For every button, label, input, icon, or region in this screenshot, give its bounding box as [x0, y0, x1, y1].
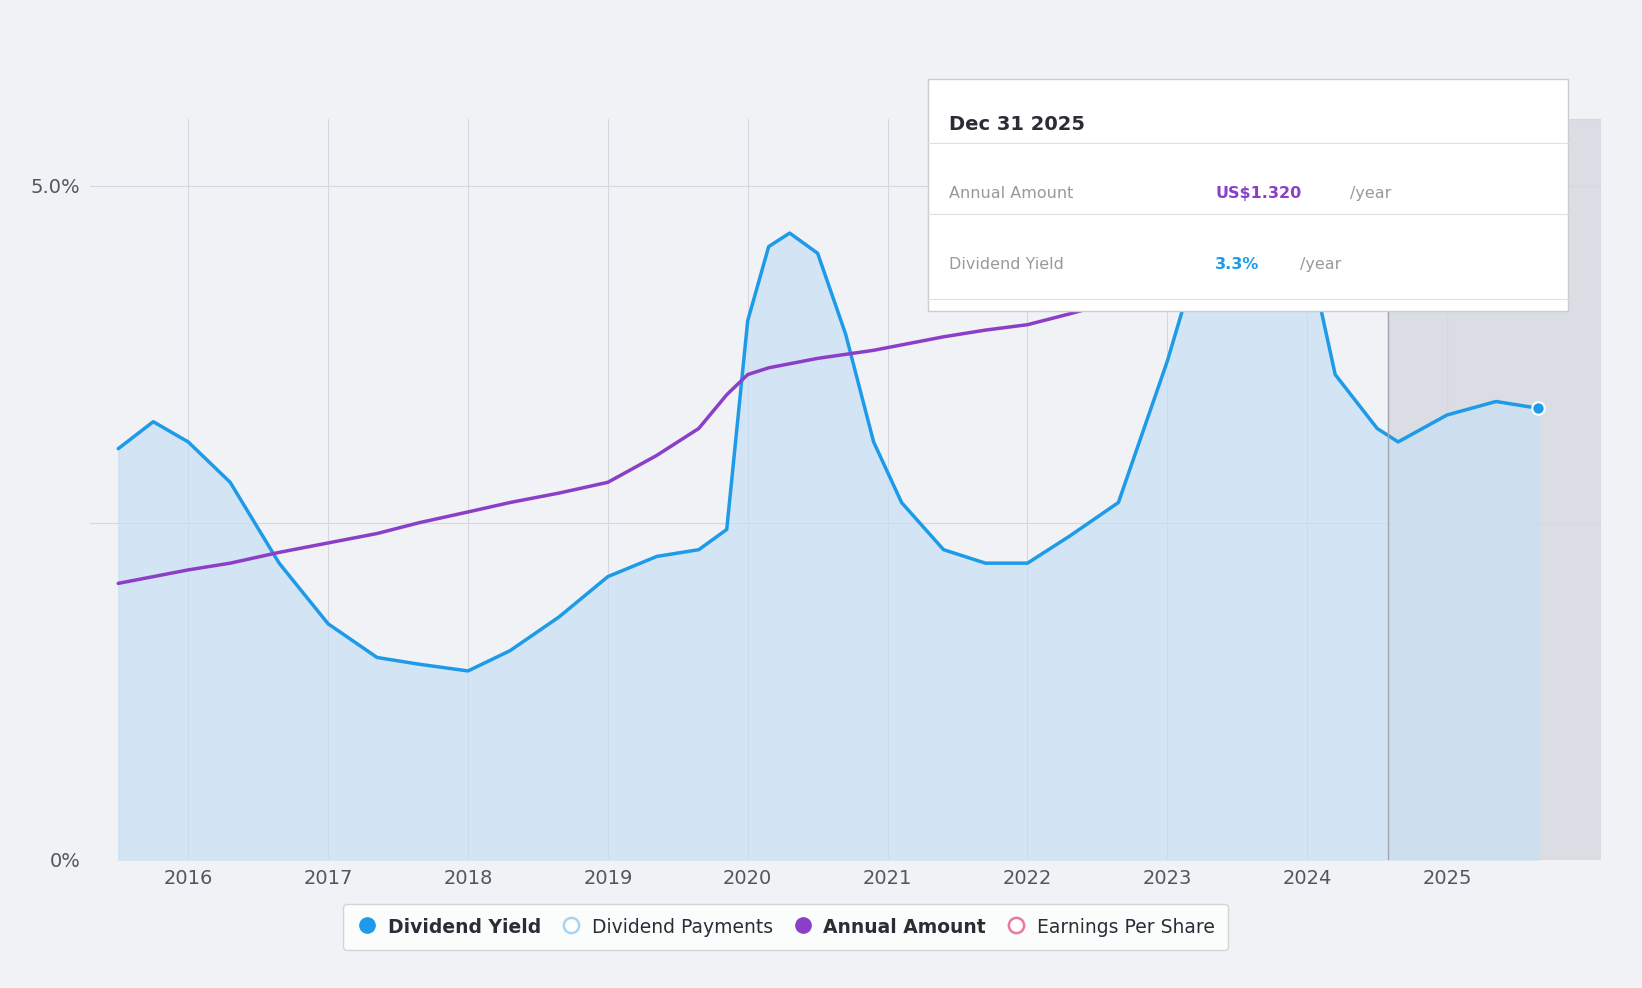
Text: Past: Past [1345, 188, 1379, 206]
Text: Analysts: Analysts [1399, 188, 1470, 206]
Text: Dec 31 2025: Dec 31 2025 [949, 115, 1085, 133]
Text: /year: /year [1350, 186, 1391, 201]
Text: /year: /year [1300, 257, 1342, 272]
Text: US$1.320: US$1.320 [1215, 186, 1302, 201]
Text: Annual Amount: Annual Amount [949, 186, 1074, 201]
Text: 3.3%: 3.3% [1215, 257, 1259, 272]
Legend: Dividend Yield, Dividend Payments, Annual Amount, Earnings Per Share: Dividend Yield, Dividend Payments, Annua… [343, 904, 1228, 950]
Bar [1389, 119, 1601, 860]
Text: Dividend Yield: Dividend Yield [949, 257, 1064, 272]
